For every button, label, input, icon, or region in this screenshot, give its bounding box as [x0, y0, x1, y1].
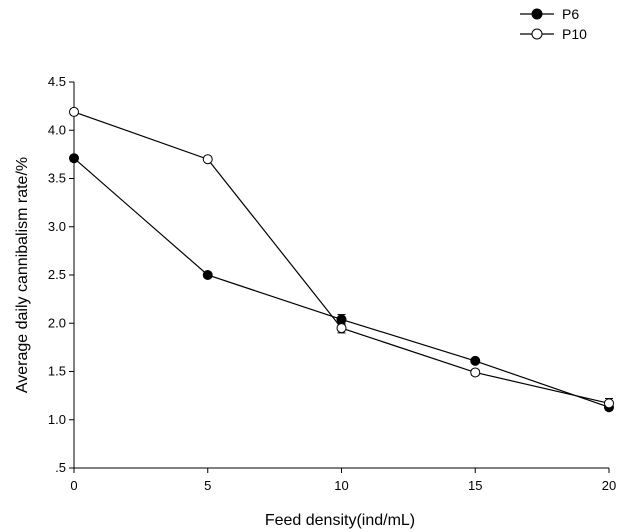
legend-label-p6: P6 — [562, 6, 579, 22]
data-point-p6 — [202, 270, 213, 280]
legend-label-p10: P10 — [562, 26, 587, 42]
data-point-p10 — [69, 106, 79, 117]
plot-area — [69, 106, 614, 413]
x-tick-label: 10 — [334, 478, 348, 493]
x-tick-label: 5 — [204, 478, 211, 493]
y-tick-label: 3.0 — [48, 219, 66, 234]
data-point-p6 — [69, 153, 79, 164]
data-point-p10 — [336, 323, 347, 334]
data-point-p6 — [336, 314, 347, 325]
series-p10 — [69, 106, 614, 409]
x-axis-title: Feed density(ind/mL) — [265, 512, 415, 529]
x-tick-label: 0 — [70, 478, 77, 493]
x-tick-label: 15 — [468, 478, 482, 493]
y-tick-label: 1.0 — [48, 412, 66, 427]
data-point-p10 — [604, 398, 614, 409]
x-tick-label: 20 — [602, 478, 616, 493]
y-ticks: .5 1.0 1.5 2.0 2.5 3.0 3.5 4.0 4.5 — [48, 74, 74, 475]
x-ticks: 0 5 10 15 20 — [70, 468, 616, 493]
y-axis-title: Average daily cannibalism rate/% — [14, 157, 31, 393]
legend-marker-p10 — [531, 28, 543, 40]
series-line-p6 — [73, 157, 610, 408]
y-tick-label: 4.5 — [48, 74, 66, 89]
y-tick-label: 2.5 — [48, 267, 66, 282]
y-tick-label: .5 — [55, 460, 66, 475]
data-point-p10 — [202, 154, 213, 165]
data-point-p10 — [470, 367, 481, 378]
series-p6 — [69, 153, 614, 413]
data-point-p6 — [470, 355, 481, 366]
y-tick-label: 2.0 — [48, 315, 66, 330]
series-line-p10 — [73, 111, 610, 404]
y-tick-label: 1.5 — [48, 364, 66, 379]
legend-marker-p6 — [531, 8, 543, 20]
legend: P6 P10 — [520, 6, 587, 42]
y-tick-label: 4.0 — [48, 122, 66, 137]
y-tick-label: 3.5 — [48, 171, 66, 186]
